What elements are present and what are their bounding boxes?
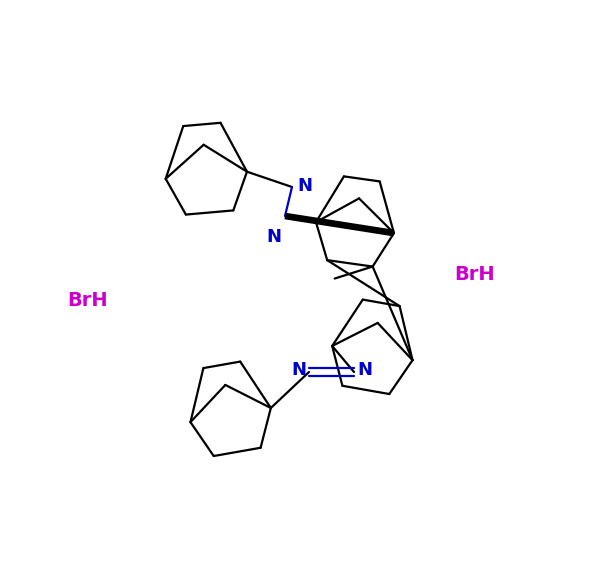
Text: BrH: BrH [67,291,109,309]
Text: BrH: BrH [455,265,495,285]
Text: N: N [266,228,281,246]
Text: N: N [291,361,306,379]
Text: N: N [297,177,312,195]
Text: N: N [357,361,372,379]
